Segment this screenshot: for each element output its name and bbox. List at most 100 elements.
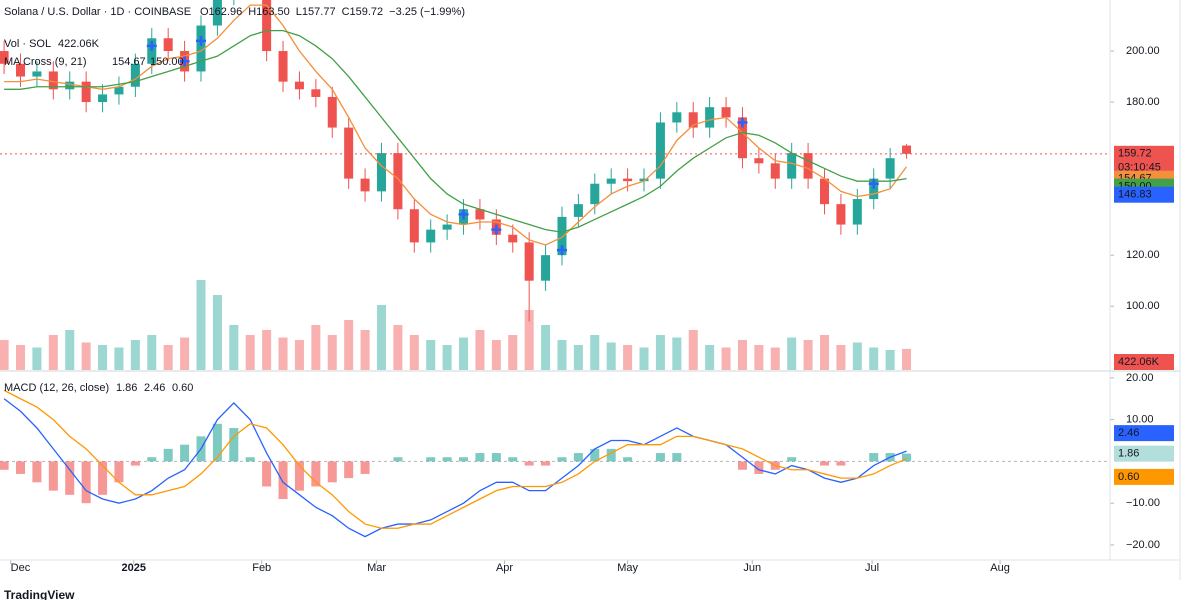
price-pane [0,0,1110,370]
x-tick-label: Jul [865,562,879,574]
volume-bar [819,335,830,370]
x-tick-label: Aug [990,562,1010,574]
macd-value-label: 2.46 [1118,427,1139,439]
histogram-bar [130,461,140,466]
histogram-bar [442,457,452,462]
candle-body [212,0,222,26]
histogram-bar [606,448,616,462]
volume-bar [737,340,747,370]
candle-body [376,153,386,192]
candle-body [327,96,337,128]
candle-body [442,224,452,230]
histogram-bar [672,453,682,462]
volume-bar [508,335,518,370]
candle-body [15,63,26,77]
y-tick-label: 120.00 [1126,249,1160,261]
histogram-bar [524,461,534,466]
ohlc-value: −3.25 (−1.99%) [389,6,465,18]
histogram-bar [15,461,26,474]
histogram-bar [229,427,239,462]
histogram-bar [655,453,665,462]
macd-legend-value: 0.60 [172,382,193,394]
volume-bar [688,330,698,370]
histogram-bar [819,461,830,466]
histogram-bar [754,461,764,474]
x-tick-label: Jun [743,562,761,574]
candle-body [65,81,75,90]
volume-bar [541,325,551,370]
volume-bar [15,345,26,370]
candle-body [344,127,354,179]
volume-bar [770,347,780,370]
x-tick-label: 2025 [121,562,145,574]
y-tick-label: −20.00 [1126,539,1160,551]
candle-body [803,153,813,179]
histogram-bar [426,457,436,462]
histogram-bar [590,448,600,462]
volume-bar [491,340,501,370]
histogram-bar [163,448,173,462]
candle-body [32,71,42,77]
cross-marker [556,245,567,256]
macd-value-label-bg [1114,425,1174,442]
candle-body [114,86,124,95]
candle-body [590,183,600,205]
candle-body [705,107,715,128]
histogram-bar [573,453,583,462]
candle-body [0,51,9,64]
histogram-bar [180,444,190,462]
volume-bar [442,345,452,370]
cross-marker [195,35,206,46]
last-price-label: 159.72 [1118,148,1152,160]
candle-body [98,94,108,103]
ma-legend: MA Cross (9, 21) [4,56,87,68]
volume-legend-value: 422.06K [58,38,100,50]
candle-body [836,204,846,225]
histogram-bar [212,423,222,462]
volume-bar [409,335,419,370]
histogram-bar [81,461,91,504]
histogram-bar [278,461,288,500]
histogram-bar [344,461,354,479]
volume-bar [885,350,895,370]
volume-bar [130,340,140,370]
volume-bar [180,337,190,370]
volume-bar [376,305,386,370]
volume-bar [672,337,682,370]
histogram-bar [869,453,879,462]
y-tick-label: 10.00 [1126,414,1154,426]
candle-body [409,209,419,243]
volume-legend: Vol · SOL [4,38,51,50]
symbol-title: Solana / U.S. Dollar · 1D · COINBASE [4,6,191,18]
x-tick-label: Dec [11,562,31,574]
histogram-bar [98,461,108,495]
macd-pane [0,389,1110,538]
candle-body [278,51,288,82]
candle-body [475,209,485,220]
histogram-bar [0,461,9,470]
volume-bar [262,330,272,370]
x-tick-label: May [617,562,638,574]
histogram-bar [557,457,567,462]
candle-body [196,25,206,72]
volume-bar [294,340,304,370]
line [4,29,907,233]
candle-body [81,81,91,103]
cross-marker [146,40,157,51]
candle-body [524,242,534,281]
histogram-bar [311,461,321,487]
histogram-bar [491,453,501,462]
histogram-bar [902,453,912,462]
y-tick-label: −10.00 [1126,497,1160,509]
histogram-bar [360,461,370,474]
macd-value-label-bg [1114,445,1174,462]
line [3,398,907,538]
volume-bar [590,335,600,370]
volume-bar [655,335,665,370]
ohlc-legend: O162.96 H163.50 L157.77 C159.72 −3.25 (−1.99… [200,6,465,18]
candle-body [737,117,747,159]
candle-body [541,255,551,281]
volume-bar [754,345,764,370]
histogram-bar [737,461,747,470]
volume-bar [311,325,321,370]
